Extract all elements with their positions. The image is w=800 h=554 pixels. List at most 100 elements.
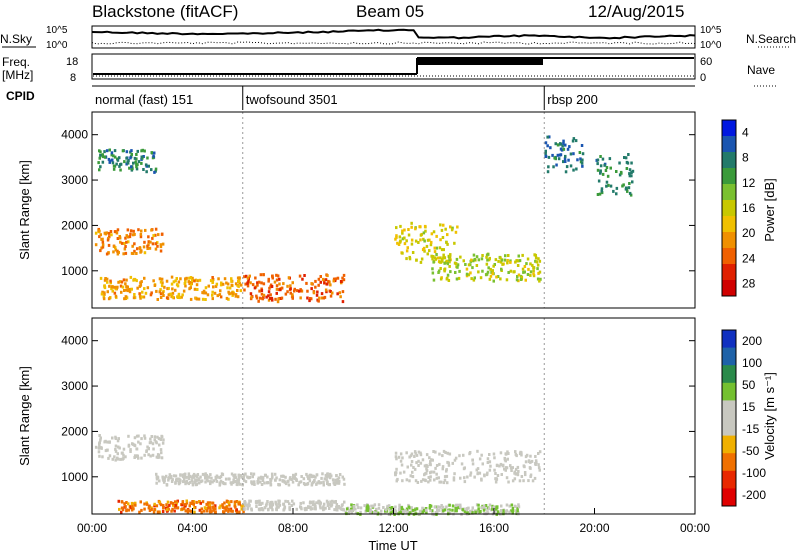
range-gate-cell <box>487 507 491 511</box>
range-gate-cell <box>119 457 122 461</box>
range-gate-cell <box>494 472 497 475</box>
range-gate-cell <box>199 475 202 479</box>
range-gate-cell <box>527 479 530 483</box>
range-gate-cell <box>260 292 264 296</box>
range-gate-cell <box>140 456 143 460</box>
range-gate-cell <box>628 182 631 185</box>
range-gate-cell <box>140 437 143 441</box>
range-gate-cell <box>114 444 118 448</box>
range-gate-cell <box>341 276 344 280</box>
range-gate-cell <box>216 294 219 298</box>
range-gate-cell <box>101 153 104 157</box>
range-gate-cell <box>139 250 142 254</box>
range-gate-cell <box>494 505 497 509</box>
range-gate-cell <box>293 289 296 293</box>
range-gate-cell <box>118 164 121 168</box>
range-gate-cell <box>435 253 438 256</box>
range-gate-cell <box>399 471 402 475</box>
range-gate-cell <box>538 450 542 454</box>
range-gate-cell <box>406 246 409 250</box>
range-gate-cell <box>572 152 575 156</box>
range-gate-cell <box>412 466 415 469</box>
range-gate-cell <box>123 242 126 245</box>
range-gate-cell <box>326 475 329 479</box>
range-gate-cell <box>411 251 415 254</box>
range-gate-cell <box>396 241 399 245</box>
range-gate-cell <box>262 282 266 286</box>
range-gate-cell <box>356 503 359 507</box>
range-gate-cell <box>329 290 332 294</box>
range-gate-cell <box>403 228 406 232</box>
range-gate-cell <box>266 481 270 485</box>
range-gate-cell <box>114 449 118 453</box>
range-gate-cell <box>400 506 404 510</box>
range-gate-cell <box>205 473 209 477</box>
range-gate-cell <box>169 476 173 480</box>
range-gate-cell <box>498 464 501 468</box>
range-gate-cell <box>275 284 279 288</box>
range-gate-cell <box>419 509 422 513</box>
range-gate-cell <box>422 231 426 235</box>
range-gate-cell <box>276 274 280 278</box>
range-gate-cell <box>463 480 467 484</box>
range-gate-cell <box>152 447 155 451</box>
range-gate-cell <box>411 508 415 512</box>
nsky-tick-bottom: 10^0 <box>46 40 68 51</box>
range-gate-cell <box>288 506 291 510</box>
range-gate-cell <box>98 168 101 172</box>
range-gate-cell <box>271 475 274 478</box>
range-gate-cell <box>204 298 207 301</box>
range-gate-cell <box>237 474 241 478</box>
range-gate-cell <box>428 456 431 460</box>
range-gate-cell <box>159 243 163 247</box>
range-gate-cell <box>407 505 411 509</box>
range-gate-cell <box>153 151 156 155</box>
colorbar-tick-label: 50 <box>742 378 756 392</box>
range-gate-cell <box>101 290 104 294</box>
range-gate-cell <box>564 160 567 163</box>
range-gate-cell <box>511 511 514 515</box>
range-gate-cell <box>427 480 430 484</box>
range-gate-cell <box>443 256 447 260</box>
cpid-row: CPID normal (fast) 151 twofsound 3501 rbsp… <box>6 85 695 110</box>
range-gate-cell <box>194 483 198 487</box>
range-gate-cell <box>230 279 233 283</box>
colorbar-swatch <box>722 453 736 472</box>
range-gate-cell <box>607 183 610 187</box>
range-gate-cell <box>446 273 450 277</box>
range-gate-cell <box>133 242 136 246</box>
range-gate-cell <box>446 481 449 485</box>
range-gate-cell <box>146 247 149 250</box>
range-gate-cell <box>129 229 133 233</box>
range-gate-cell <box>129 450 132 453</box>
range-gate-cell <box>110 287 113 291</box>
range-gate-cell <box>303 274 306 277</box>
range-gate-cell <box>500 267 503 271</box>
range-gate-cell <box>154 247 158 251</box>
range-gate-cell <box>429 478 432 482</box>
range-gate-cell <box>341 300 345 304</box>
range-gate-cell <box>455 257 459 261</box>
range-gate-cell <box>245 503 248 507</box>
range-gate-cell <box>338 473 342 476</box>
range-gate-cell <box>536 277 540 281</box>
range-gate-cell <box>245 274 248 278</box>
range-gate-cell <box>181 480 185 484</box>
range-gate-cell <box>267 298 271 302</box>
range-gate-cell <box>268 286 271 290</box>
range-gate-cell <box>159 448 163 452</box>
range-gate-cell <box>483 474 486 478</box>
range-gate-cell <box>516 511 520 515</box>
range-gate-cell <box>151 242 155 246</box>
range-gate-cell <box>410 460 414 463</box>
range-gate-cell <box>499 256 502 260</box>
range-gate-cell <box>322 507 325 511</box>
range-gate-cell <box>475 468 478 472</box>
date-label: 12/Aug/2015 <box>588 2 684 21</box>
range-gate-cell <box>488 277 492 281</box>
range-gate-cell <box>538 270 542 274</box>
range-gate-cell <box>429 475 432 479</box>
range-gate-cell <box>429 504 433 508</box>
range-gate-cell <box>299 480 303 484</box>
range-gate-cell <box>413 455 416 458</box>
